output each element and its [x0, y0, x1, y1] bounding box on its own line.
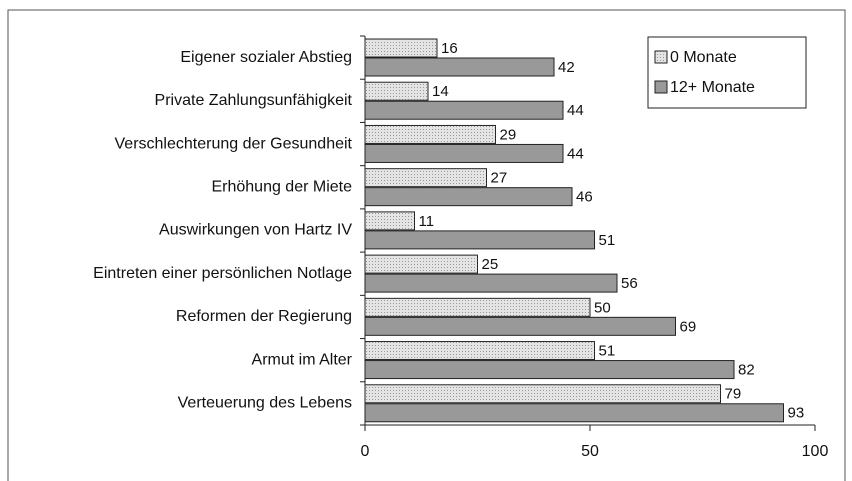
- bar-pattern: [365, 125, 496, 144]
- bar: [364, 403, 784, 423]
- bar: [364, 316, 676, 336]
- value-label: 44: [567, 102, 584, 119]
- bar-pattern: [365, 39, 437, 57]
- value-label: 25: [482, 256, 499, 273]
- value-label: 44: [567, 145, 584, 162]
- value-label: 42: [558, 59, 575, 76]
- value-label: 16: [441, 40, 458, 57]
- value-label: 56: [621, 275, 638, 292]
- value-label: 46: [576, 189, 593, 206]
- bar-pattern: [365, 298, 590, 317]
- legend-swatch-pattern: [655, 51, 667, 63]
- category-label: Auswirkungen von Hartz IV: [159, 222, 352, 239]
- bar: [364, 273, 618, 293]
- category-label: Erhöhung der Miete: [211, 178, 352, 195]
- category-label: Private Zahlungsunfähigkeit: [155, 92, 353, 109]
- bar-pattern: [365, 82, 428, 101]
- legend-box: [647, 36, 807, 109]
- legend-swatch: [654, 80, 668, 94]
- legend-label: 12+ Monate: [670, 79, 755, 96]
- value-label: 27: [491, 170, 508, 187]
- bar: [364, 187, 573, 207]
- category-label: Eigener sozialer Abstieg: [180, 49, 352, 66]
- value-label: 79: [725, 386, 742, 403]
- frame: [7, 9, 846, 481]
- bar: [364, 143, 564, 163]
- x-tick-label: 0: [361, 443, 370, 460]
- value-label: 69: [680, 318, 697, 335]
- value-label: 14: [432, 83, 449, 100]
- bar: [364, 100, 564, 120]
- bar: [364, 57, 555, 77]
- category-label: Verschlechterung der Gesundheit: [115, 135, 353, 152]
- value-label: 82: [738, 362, 755, 379]
- bar-pattern: [365, 255, 478, 274]
- value-label: 51: [599, 343, 616, 360]
- x-tick-label: 50: [581, 443, 599, 460]
- x-tick-label: 100: [802, 443, 829, 460]
- category-label: Reformen der Regierung: [176, 308, 352, 325]
- legend-label: 0 Monate: [670, 49, 737, 66]
- bar: [364, 360, 735, 380]
- value-label: 93: [788, 405, 805, 422]
- category-label: Armut im Alter: [252, 351, 353, 368]
- bar-pattern: [365, 341, 595, 360]
- category-label: Eintreten einer persönlichen Notlage: [93, 265, 352, 282]
- value-label: 11: [419, 213, 435, 230]
- bar-pattern: [365, 384, 721, 403]
- category-label: Verteuerung des Lebens: [178, 395, 352, 412]
- value-label: 29: [500, 126, 517, 143]
- value-label: 50: [594, 299, 611, 316]
- bar-pattern: [365, 168, 487, 187]
- value-label: 51: [599, 232, 616, 249]
- bar-pattern: [365, 211, 415, 230]
- bar: [364, 230, 595, 250]
